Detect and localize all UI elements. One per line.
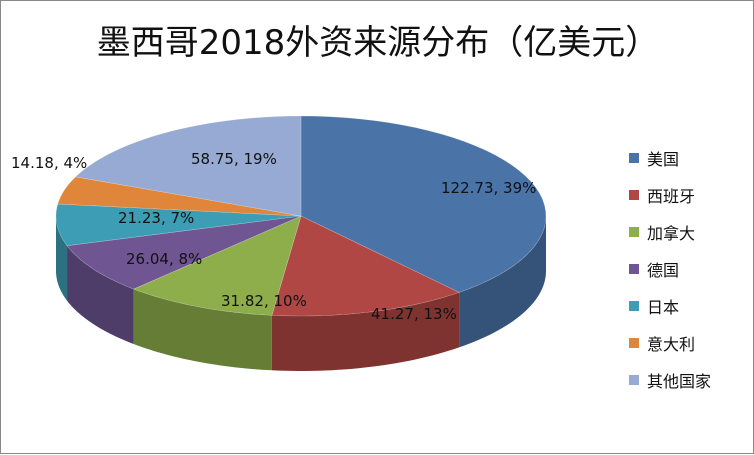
legend-item: 其他国家 (629, 361, 711, 398)
pie-slice-加拿大 (132, 215, 302, 316)
pie-slice-日本 (55, 203, 302, 246)
pie-slice-其他国家 (74, 115, 302, 217)
legend-item: 德国 (629, 250, 711, 287)
legend-swatch (629, 374, 639, 385)
legend-label: 加拿大 (647, 223, 696, 243)
pie-slice-德国 (66, 215, 302, 290)
data-label: 41.27, 13% (371, 305, 457, 323)
pie-side-3 (67, 245, 134, 345)
pie-side-0 (459, 216, 546, 348)
legend-label: 其他国家 (647, 371, 712, 391)
pie-slice-美国 (300, 115, 547, 293)
legend-swatch (629, 337, 639, 348)
data-label: 31.82, 10% (221, 292, 307, 310)
data-label: 122.73, 39% (441, 179, 536, 197)
legend-label: 意大利 (647, 334, 696, 354)
legend-swatch (629, 263, 639, 274)
legend-swatch (629, 226, 639, 237)
chart-title: 墨西哥2018外资来源分布（亿美元） (96, 23, 660, 63)
data-label: 58.75, 19% (191, 150, 277, 168)
legend-label: 西班牙 (647, 186, 696, 206)
legend-item: 美国 (629, 139, 711, 176)
legend: 美国西班牙加拿大德国日本意大利其他国家 (629, 139, 711, 398)
legend-label: 德国 (647, 260, 680, 280)
data-label: 14.18, 4% (11, 154, 87, 172)
pie-side-4 (56, 216, 68, 301)
pie-side-1 (271, 292, 460, 371)
legend-item: 加拿大 (629, 213, 711, 250)
legend-swatch (629, 152, 639, 163)
legend-item: 日本 (629, 287, 711, 324)
legend-item: 西班牙 (629, 176, 711, 213)
data-label: 26.04, 8% (126, 250, 202, 268)
pie-slice-西班牙 (271, 215, 460, 317)
legend-swatch (629, 300, 639, 311)
legend-item: 意大利 (629, 324, 711, 361)
data-label: 21.23, 7% (118, 209, 194, 227)
pie-slice-意大利 (57, 176, 302, 217)
legend-label: 日本 (647, 297, 680, 317)
legend-label: 美国 (647, 149, 680, 169)
legend-swatch (629, 189, 639, 200)
pie-side-2 (133, 289, 272, 371)
